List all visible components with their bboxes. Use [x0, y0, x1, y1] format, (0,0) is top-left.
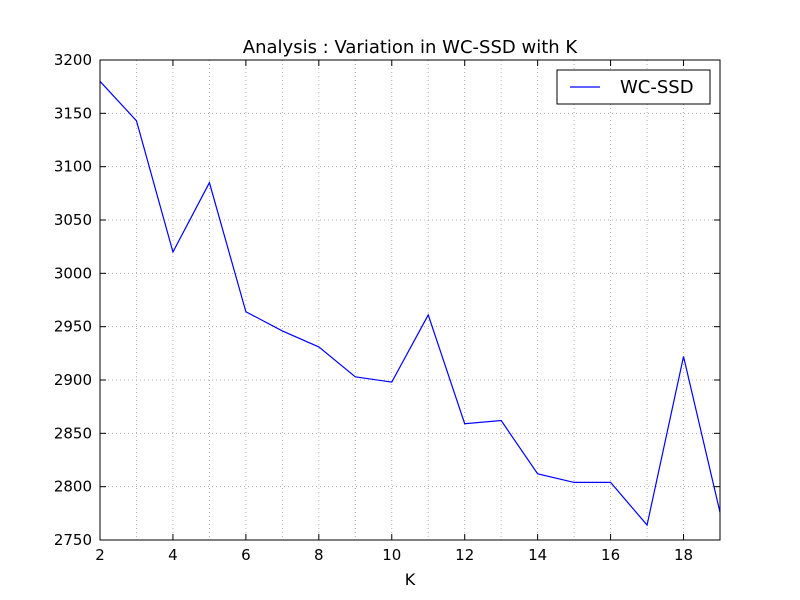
x-tick-label: 16 [601, 546, 620, 564]
x-tick-label: 6 [241, 546, 251, 564]
x-tick-label: 2 [95, 546, 105, 564]
y-tick-label: 3100 [54, 158, 92, 176]
y-tick-label: 3050 [54, 211, 92, 229]
y-tick-label: 3000 [54, 264, 92, 282]
x-tick-label: 12 [455, 546, 474, 564]
x-tick-label: 14 [528, 546, 547, 564]
y-tick-label: 2750 [54, 531, 92, 549]
y-tick-label: 2950 [54, 318, 92, 336]
x-axis-label: K [405, 570, 416, 589]
y-tick-label: 2850 [54, 424, 92, 442]
ticks [99, 59, 720, 541]
x-tick-label: 10 [382, 546, 401, 564]
y-tick-label: 3150 [54, 104, 92, 122]
grid [100, 60, 720, 540]
legend-label-wc-ssd: WC-SSD [620, 77, 694, 98]
x-tick-labels: 2 4 6 8 10 12 14 16 18 [95, 546, 693, 564]
y-tick-labels: 2750 2800 2850 2900 2950 3000 3050 3100 3150 3200 [54, 51, 92, 549]
plot-frame [99, 59, 721, 541]
legend: WC-SSD [556, 69, 711, 105]
series-line-wc-ssd [99, 80, 721, 527]
y-tick-label: 3200 [54, 51, 92, 69]
x-tick-label: 8 [314, 546, 324, 564]
y-tick-label: 2900 [54, 371, 92, 389]
x-tick-label: 18 [674, 546, 693, 564]
x-tick-label: 4 [168, 546, 178, 564]
chart-title: Analysis : Variation in WC-SSD with K [243, 37, 579, 58]
y-tick-label: 2800 [54, 478, 92, 496]
